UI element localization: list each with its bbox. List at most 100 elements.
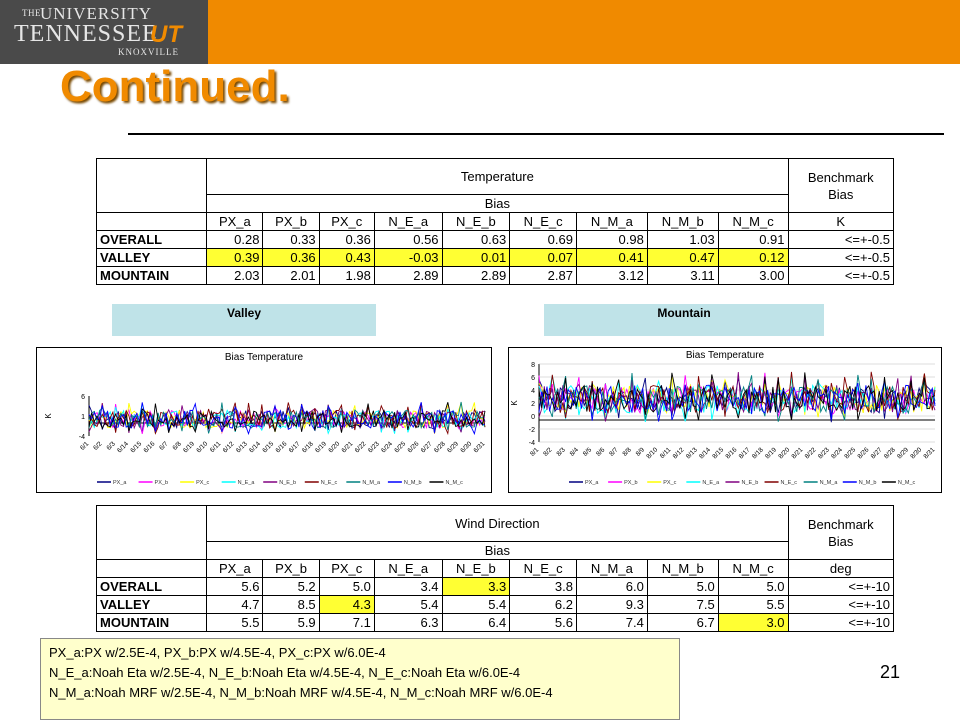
table-cell: 6.0 bbox=[575, 577, 648, 596]
legend-label: N_E_c bbox=[781, 480, 798, 486]
x-tick-label: 8/28 bbox=[883, 446, 897, 460]
row-label: MOUNTAIN bbox=[95, 266, 208, 285]
benchmark-cell: <=+-10 bbox=[787, 595, 895, 614]
row-label-empty bbox=[95, 559, 208, 578]
x-tick-label: 6/27 bbox=[420, 440, 434, 454]
col-header: N_M_b bbox=[646, 559, 719, 578]
table-cell: 6.7 bbox=[646, 613, 719, 632]
col-header: PX_a bbox=[206, 559, 264, 578]
legend-label: N_M_c bbox=[445, 480, 463, 486]
benchmark-cell: <=+-0.5 bbox=[787, 266, 895, 285]
table-cell: 0.36 bbox=[262, 248, 320, 267]
chart-title: Bias Temperature bbox=[686, 350, 765, 361]
table-cell: 6.4 bbox=[441, 613, 511, 632]
col-header: N_E_a bbox=[373, 212, 443, 231]
table-cell: 2.01 bbox=[262, 266, 320, 285]
table-cell: 5.6 bbox=[206, 577, 264, 596]
x-tick-label: 8/3 bbox=[555, 446, 567, 458]
table-row: OVERALL 5.6 5.2 5.0 3.4 3.3 3.8 6.0 5.0 … bbox=[95, 577, 895, 596]
logo-knoxville: KNOXVILLE bbox=[118, 47, 179, 57]
benchmark-header: Benchmark Bias bbox=[787, 158, 895, 213]
table-cell: 3.4 bbox=[373, 577, 443, 596]
x-tick-label: 8/16 bbox=[725, 446, 739, 460]
col-header: N_E_c bbox=[509, 559, 577, 578]
x-tick-label: 8/24 bbox=[830, 446, 844, 460]
table-cell: 8.5 bbox=[262, 595, 320, 614]
x-tick-label: 6/15 bbox=[129, 440, 143, 454]
row-label: OVERALL bbox=[95, 577, 208, 596]
col-header: N_M_c bbox=[717, 559, 789, 578]
column-header-row: PX_a PX_b PX_c N_E_a N_E_b N_E_c N_M_a N… bbox=[95, 559, 895, 578]
table-cell: 0.39 bbox=[206, 248, 264, 267]
x-tick-label: 8/27 bbox=[870, 446, 884, 460]
table-row: OVERALL 0.28 0.33 0.36 0.56 0.63 0.69 0.… bbox=[95, 230, 895, 249]
legend-label: N_M_c bbox=[898, 480, 916, 486]
x-tick-label: 6/20 bbox=[327, 440, 341, 454]
table-cell: 0.47 bbox=[646, 248, 719, 267]
table-cell: 0.07 bbox=[509, 248, 577, 267]
x-tick-label: 6/10 bbox=[195, 440, 209, 454]
valley-label: Valley bbox=[112, 304, 376, 336]
x-tick-label: 8/4 bbox=[569, 446, 581, 458]
legend-label: N_M_a bbox=[362, 480, 381, 486]
table-row: VALLEY 4.7 8.5 4.3 5.4 5.4 6.2 9.3 7.5 5… bbox=[95, 595, 895, 614]
x-tick-label: 6/11 bbox=[209, 440, 223, 454]
x-tick-label: 8/17 bbox=[738, 446, 752, 460]
temperature-bias-table: Temperature Benchmark Bias Bias PX_a PX_… bbox=[95, 158, 895, 285]
legend-label: N_E_b bbox=[741, 480, 758, 486]
legend-label: N_E_a bbox=[702, 480, 720, 486]
x-tick-label: 8/7 bbox=[608, 446, 620, 458]
table-cell: 3.3 bbox=[441, 577, 511, 596]
row-label-empty bbox=[95, 212, 208, 231]
x-tick-label: 6/8 bbox=[171, 440, 183, 452]
y-tick-label: 8 bbox=[531, 362, 535, 369]
mountain-label: Mountain bbox=[544, 304, 824, 336]
legend-label: N_M_b bbox=[859, 480, 877, 486]
table-cell: 5.5 bbox=[206, 613, 264, 632]
table-corner bbox=[95, 194, 208, 213]
legend-label: N_E_c bbox=[321, 480, 338, 486]
x-tick-label: 8/2 bbox=[542, 446, 554, 458]
table-cell: 5.4 bbox=[373, 595, 443, 614]
x-tick-label: 6/31 bbox=[473, 440, 487, 454]
table-cell: 3.00 bbox=[717, 266, 789, 285]
x-tick-label: 6/25 bbox=[393, 440, 407, 454]
x-tick-label: 8/11 bbox=[659, 446, 673, 460]
benchmark-cell: <=+-0.5 bbox=[787, 230, 895, 249]
x-tick-label: 6/21 bbox=[341, 440, 355, 454]
table-cell: -0.03 bbox=[373, 248, 443, 267]
col-header: N_E_b bbox=[441, 212, 511, 231]
table-cell: 0.43 bbox=[318, 248, 375, 267]
series-line bbox=[88, 402, 486, 436]
x-tick-label: 6/23 bbox=[367, 440, 381, 454]
legend-label: N_E_a bbox=[238, 480, 256, 486]
legend-label: PX_b bbox=[624, 480, 637, 486]
col-header: N_M_b bbox=[646, 212, 719, 231]
x-tick-label: 6/15 bbox=[261, 440, 275, 454]
series-line bbox=[538, 372, 936, 421]
x-tick-label: 8/12 bbox=[672, 446, 686, 460]
legend-label: PX_a bbox=[585, 480, 599, 486]
y-tick-label: 6 bbox=[531, 375, 535, 382]
legend-label: PX_a bbox=[113, 480, 127, 486]
benchmark-line-2: Bias bbox=[828, 533, 854, 549]
x-tick-label: 8/26 bbox=[857, 446, 871, 460]
col-header: N_E_b bbox=[441, 559, 511, 578]
table-row: MOUNTAIN 2.03 2.01 1.98 2.89 2.89 2.87 3… bbox=[95, 266, 895, 285]
university-logo: THE UNIVERSITY TENNESSEE UT KNOXVILLE bbox=[0, 0, 208, 64]
x-tick-label: 8/1 bbox=[529, 446, 541, 458]
col-header: N_E_c bbox=[509, 212, 577, 231]
logo-ut-mark: UT bbox=[150, 21, 182, 48]
benchmark-cell: <=+-10 bbox=[787, 613, 895, 632]
x-tick-label: 6/18 bbox=[301, 440, 315, 454]
table-cell: 0.56 bbox=[373, 230, 443, 249]
x-tick-label: 6/19 bbox=[314, 440, 328, 454]
col-header: PX_b bbox=[262, 559, 320, 578]
unit-header: deg bbox=[787, 559, 895, 578]
table-cell: 7.4 bbox=[575, 613, 648, 632]
table-cell: 0.41 bbox=[575, 248, 648, 267]
row-label: VALLEY bbox=[95, 595, 208, 614]
chart-title: Bias Temperature bbox=[225, 352, 304, 363]
y-tick-label: 1 bbox=[81, 414, 85, 421]
